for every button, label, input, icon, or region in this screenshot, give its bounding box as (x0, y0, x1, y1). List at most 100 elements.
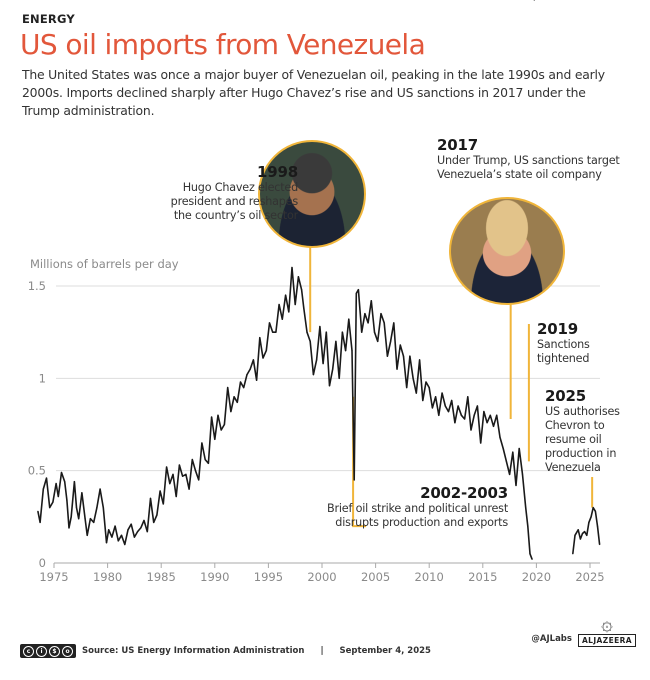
data-point (188, 488, 190, 490)
data-point (584, 531, 586, 533)
data-point (521, 473, 524, 475)
y-axis-label: Millions of barrels per day (30, 257, 179, 271)
x-tick-label: 2015 (468, 570, 497, 584)
data-point (68, 527, 70, 529)
data-point (169, 482, 171, 485)
data-point (246, 374, 248, 376)
series-line-segment (572, 506, 601, 554)
annotation-text: Hugo Chavez elected president and reshap… (170, 181, 299, 222)
data-point (590, 516, 592, 518)
data-point (438, 414, 440, 416)
data-point (37, 510, 39, 512)
annotation-2019: 2019 Sanctions tightened (537, 321, 627, 366)
data-point (399, 344, 401, 346)
data-point (117, 540, 119, 542)
y-tick-label: 1 (39, 371, 46, 385)
data-point (533, 0, 535, 1)
data-point (418, 359, 421, 361)
x-tick-label: 2020 (522, 570, 551, 584)
data-point (272, 331, 274, 333)
data-point (483, 410, 485, 413)
data-point (577, 529, 579, 531)
data-point (457, 405, 459, 407)
data-point (96, 507, 98, 509)
data-point (146, 531, 148, 533)
data-point (175, 495, 177, 498)
annotation-text: Under Trump, US sanctions target Venezue… (437, 154, 620, 181)
annotation-2002-2003: 2002-2003 Brief oil strike and political… (308, 485, 508, 530)
data-point (355, 292, 357, 294)
data-point (383, 322, 385, 324)
data-point (99, 488, 101, 490)
annotation-year: 1998 (257, 163, 298, 181)
data-point (306, 331, 308, 333)
data-point (581, 532, 584, 535)
data-point (86, 534, 88, 536)
data-point (159, 490, 161, 492)
data-point (489, 414, 491, 416)
data-point (309, 340, 311, 342)
data-point (425, 381, 427, 383)
data-point (45, 477, 48, 479)
brand: @AJLabs ۞ ALJAZEERA (531, 612, 636, 647)
data-point (70, 516, 72, 518)
data-point (165, 466, 168, 468)
data-point (66, 499, 68, 501)
data-point (451, 399, 453, 402)
data-point (156, 514, 158, 516)
data-point (476, 405, 479, 407)
creative-commons-icon: c i $ o (20, 644, 76, 658)
data-point (172, 473, 174, 475)
data-point (78, 518, 80, 520)
data-point (531, 558, 533, 560)
data-point (130, 523, 132, 525)
data-point (377, 340, 379, 342)
data-point (233, 396, 235, 398)
data-point (301, 289, 303, 291)
data-point (460, 414, 462, 416)
data-point (574, 534, 576, 536)
data-point (470, 429, 472, 431)
data-point (60, 471, 63, 474)
data-point (447, 410, 450, 413)
data-point (64, 481, 66, 483)
data-point (149, 497, 152, 499)
data-point (444, 405, 446, 407)
hugo-chavez-photo (258, 140, 366, 248)
data-point (480, 442, 482, 444)
data-point (435, 396, 437, 398)
social-handle[interactable]: @AJLabs (531, 634, 572, 644)
data-point (409, 355, 411, 357)
annotation-2025: 2025 US authorises Chevron to resume oil… (545, 388, 635, 475)
x-tick-label: 2005 (361, 570, 390, 584)
data-point (572, 553, 574, 555)
x-tick-label: 1980 (93, 570, 122, 584)
data-point (284, 294, 287, 296)
data-point (380, 313, 382, 315)
data-point (428, 386, 430, 389)
data-point (49, 507, 51, 509)
data-point (396, 368, 398, 370)
data-point (268, 322, 271, 324)
data-point (201, 442, 203, 444)
data-point (120, 534, 123, 536)
data-point (338, 377, 340, 379)
data-point (93, 521, 95, 523)
data-point (505, 460, 507, 463)
y-tick-label: 0.5 (28, 464, 46, 478)
data-point (412, 377, 414, 379)
data-point (278, 303, 280, 306)
data-point (214, 438, 216, 440)
data-point (431, 407, 434, 409)
donald-trump-photo (449, 197, 565, 305)
data-point (586, 534, 588, 536)
data-point (210, 416, 213, 418)
data-point (256, 379, 258, 381)
data-point (454, 422, 456, 424)
gridlines (56, 285, 600, 472)
x-tick-label: 1975 (39, 570, 68, 584)
data-point (73, 481, 75, 483)
data-point (42, 488, 44, 490)
data-point (81, 492, 83, 494)
data-point (373, 331, 376, 333)
